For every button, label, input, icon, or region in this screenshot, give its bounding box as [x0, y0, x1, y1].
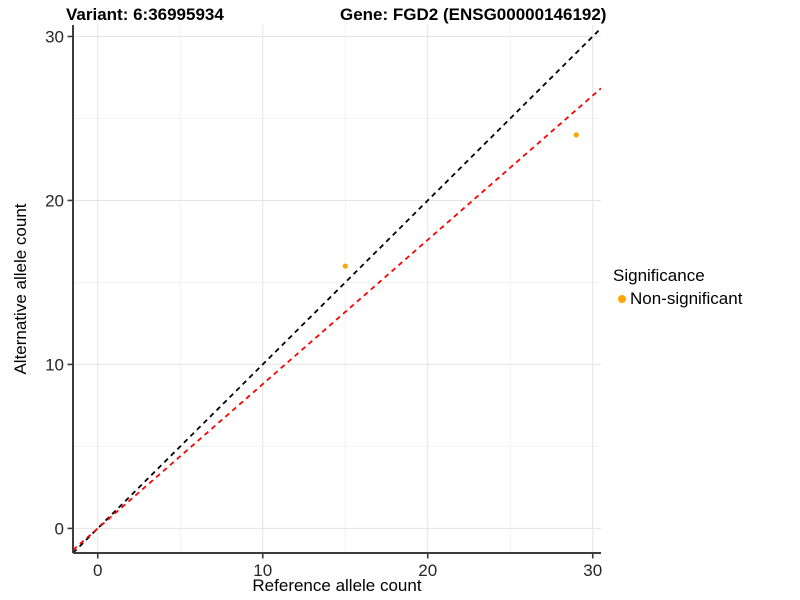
legend-item: Non-significant	[613, 289, 742, 309]
legend-key	[613, 291, 630, 308]
identity-line	[73, 27, 601, 553]
x-tick-label: 10	[253, 561, 272, 580]
y-tick-label: 20	[45, 191, 64, 210]
legend: Significance Non-significant	[613, 266, 742, 309]
variant-title: Variant: 6:36995934	[66, 5, 224, 24]
legend-title: Significance	[613, 266, 705, 285]
x-axis-title: Reference allele count	[252, 576, 422, 595]
y-tick-label: 10	[45, 355, 64, 374]
scatter-plot-panel: 0 10 20 30 0 10 20 30	[45, 25, 602, 580]
legend-item-label: Non-significant	[630, 289, 743, 308]
legend-point-icon	[617, 295, 626, 303]
gene-title: Gene: FGD2 (ENSG00000146192)	[340, 5, 607, 24]
data-point	[573, 132, 579, 138]
y-tick-label: 30	[45, 27, 64, 46]
data-point	[342, 263, 348, 269]
fit-line	[73, 87, 601, 551]
y-tick-label: 0	[55, 519, 64, 538]
y-axis-title: Alternative allele count	[11, 203, 30, 375]
x-tick-label: 30	[583, 561, 602, 580]
x-tick-label: 20	[418, 561, 437, 580]
x-tick-label: 0	[93, 561, 102, 580]
